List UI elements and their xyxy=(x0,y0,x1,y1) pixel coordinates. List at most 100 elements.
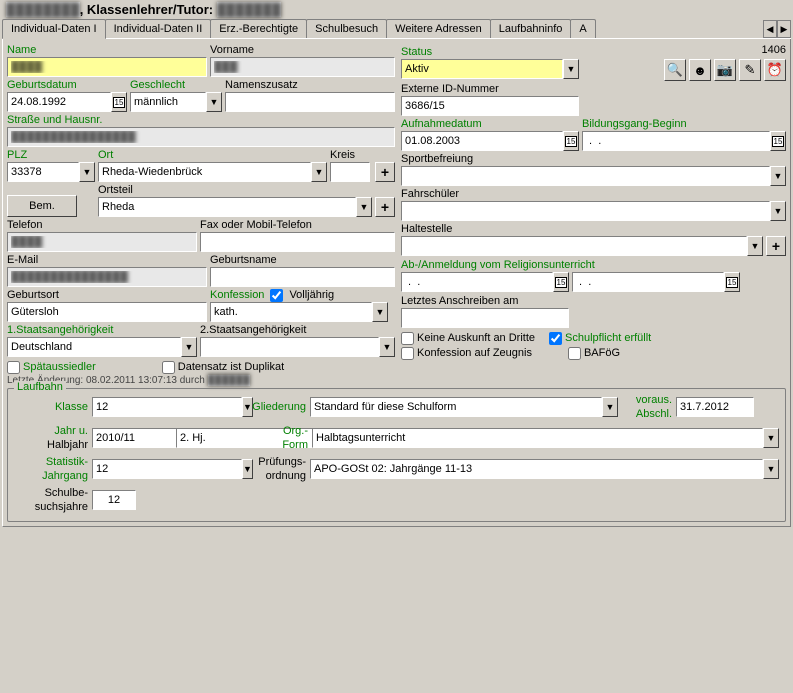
staats2-input[interactable] xyxy=(200,337,379,357)
staats1-input[interactable] xyxy=(7,337,181,357)
bem-button[interactable]: Bem. xyxy=(7,195,77,217)
tab-laufbahninfo[interactable]: Laufbahninfo xyxy=(490,19,572,38)
jahr-label1: Jahr u. xyxy=(54,425,88,437)
dropdown-icon[interactable]: ▼ xyxy=(763,428,779,448)
tab-individual-1[interactable]: Individual-Daten I xyxy=(2,19,106,39)
telefon-label: Telefon xyxy=(7,218,197,232)
anschreiben-input[interactable] xyxy=(401,308,569,328)
bildung-input[interactable] xyxy=(582,131,770,151)
clock-icon[interactable]: ⏰ xyxy=(764,59,786,81)
calendar-icon[interactable] xyxy=(553,272,569,292)
dropdown-icon[interactable]: ▼ xyxy=(770,201,786,221)
voraus-input[interactable] xyxy=(676,397,754,417)
stat-input[interactable] xyxy=(92,459,242,479)
tab-scroll-right-icon[interactable]: ▶ xyxy=(777,20,791,38)
laufbahn-fieldset: Laufbahn Klasse ▼ Gliederung ▼ voraus.Ab… xyxy=(7,388,786,522)
tab-erz[interactable]: Erz.-Berechtigte xyxy=(210,19,307,38)
dropdown-icon[interactable]: ▼ xyxy=(770,166,786,186)
pruef-label: Prüfungs-ordnung xyxy=(258,456,306,482)
ort-input[interactable] xyxy=(98,162,311,182)
camera-icon[interactable]: 📷 xyxy=(714,59,736,81)
telefon-input[interactable] xyxy=(7,232,197,252)
gliederung-input[interactable] xyxy=(310,397,602,417)
search-icon[interactable]: 🔍 xyxy=(664,59,686,81)
bafoeg-checkbox[interactable] xyxy=(568,347,581,360)
voraus-label: voraus.Abschl. xyxy=(636,394,672,420)
konfession-label: Konfession xyxy=(210,288,264,302)
email-input[interactable] xyxy=(7,267,207,287)
stat-label: Statistik-Jahrgang xyxy=(42,456,88,482)
dropdown-icon[interactable]: ▼ xyxy=(747,236,763,256)
geschlecht-input[interactable] xyxy=(130,92,206,112)
sport-input[interactable] xyxy=(401,166,770,186)
anschreiben-label: Letztes Anschreiben am xyxy=(401,294,786,308)
calendar-icon[interactable] xyxy=(111,92,127,112)
calendar-icon[interactable] xyxy=(563,131,579,151)
org-input[interactable] xyxy=(312,428,763,448)
aufnahme-label: Aufnahmedatum xyxy=(401,117,579,131)
geburtsort-label: Geburtsort xyxy=(7,288,207,302)
tab-schulbesuch[interactable]: Schulbesuch xyxy=(306,19,387,38)
tab-individual-2[interactable]: Individual-Daten II xyxy=(105,19,212,38)
volljaehrig-checkbox[interactable] xyxy=(270,289,283,302)
add-button[interactable]: + xyxy=(375,162,395,182)
dropdown-icon[interactable]: ▼ xyxy=(79,162,95,182)
spaet-checkbox[interactable] xyxy=(7,361,20,374)
fahr-input[interactable] xyxy=(401,201,770,221)
dropdown-icon[interactable]: ▼ xyxy=(181,337,197,357)
calendar-icon[interactable] xyxy=(724,272,740,292)
schulpflicht-checkbox[interactable] xyxy=(549,332,562,345)
volljaehrig-label: Volljährig xyxy=(289,288,334,302)
auskunft-checkbox[interactable] xyxy=(401,332,414,345)
strasse-input[interactable] xyxy=(7,127,395,147)
status-input[interactable] xyxy=(401,59,563,79)
reli-an-input[interactable] xyxy=(572,272,724,292)
namenszusatz-input[interactable] xyxy=(225,92,395,112)
name-label: Name xyxy=(7,43,207,57)
add-button[interactable]: + xyxy=(766,236,786,256)
fahr-label: Fahrschüler xyxy=(401,187,786,201)
konfession-input[interactable] xyxy=(210,302,372,322)
halte-label: Haltestelle xyxy=(401,222,786,236)
dropdown-icon[interactable]: ▼ xyxy=(356,197,372,217)
dropdown-icon[interactable]: ▼ xyxy=(206,92,222,112)
aufnahme-input[interactable] xyxy=(401,131,563,151)
geburtsort-input[interactable] xyxy=(7,302,207,322)
halte-input[interactable] xyxy=(401,236,747,256)
klasse-input[interactable] xyxy=(92,397,242,417)
tab-adressen[interactable]: Weitere Adressen xyxy=(386,19,491,38)
plz-input[interactable] xyxy=(7,162,79,182)
laufbahn-legend: Laufbahn xyxy=(14,381,66,393)
dropdown-icon[interactable]: ▼ xyxy=(763,459,779,479)
geburtsname-input[interactable] xyxy=(210,267,395,287)
bafoeg-label: BAFöG xyxy=(584,346,620,360)
kreis-input[interactable] xyxy=(330,162,370,182)
face-icon[interactable]: ☻ xyxy=(689,59,711,81)
strasse-label: Straße und Hausnr. xyxy=(7,113,395,127)
schulbe-input[interactable] xyxy=(92,490,136,510)
id-number: 1406 xyxy=(762,43,786,57)
dropdown-icon[interactable]: ▼ xyxy=(379,337,395,357)
ortsteil-input[interactable] xyxy=(98,197,356,217)
dropdown-icon[interactable]: ▼ xyxy=(311,162,327,182)
ext-id-label: Externe ID-Nummer xyxy=(401,82,786,96)
dropdown-icon[interactable]: ▼ xyxy=(602,397,618,417)
add-button[interactable]: + xyxy=(375,197,395,217)
fax-input[interactable] xyxy=(200,232,395,252)
pencil-icon[interactable]: ✎ xyxy=(739,59,761,81)
name-input[interactable] xyxy=(7,57,207,77)
reli-ab-input[interactable] xyxy=(401,272,553,292)
pruef-input[interactable] xyxy=(310,459,763,479)
dropdown-icon[interactable]: ▼ xyxy=(563,59,579,79)
duplikat-checkbox[interactable] xyxy=(162,361,175,374)
calendar-icon[interactable] xyxy=(770,131,786,151)
ext-id-input[interactable] xyxy=(401,96,579,116)
konfzeugnis-checkbox[interactable] xyxy=(401,347,414,360)
duplikat-label: Datensatz ist Duplikat xyxy=(178,360,284,374)
geburtsdatum-input[interactable] xyxy=(7,92,111,112)
tab-scroll-left-icon[interactable]: ◀ xyxy=(763,20,777,38)
dropdown-icon[interactable]: ▼ xyxy=(372,302,388,322)
vorname-input[interactable] xyxy=(210,57,395,77)
tab-more[interactable]: A xyxy=(570,19,595,38)
ort-label: Ort xyxy=(98,148,327,162)
